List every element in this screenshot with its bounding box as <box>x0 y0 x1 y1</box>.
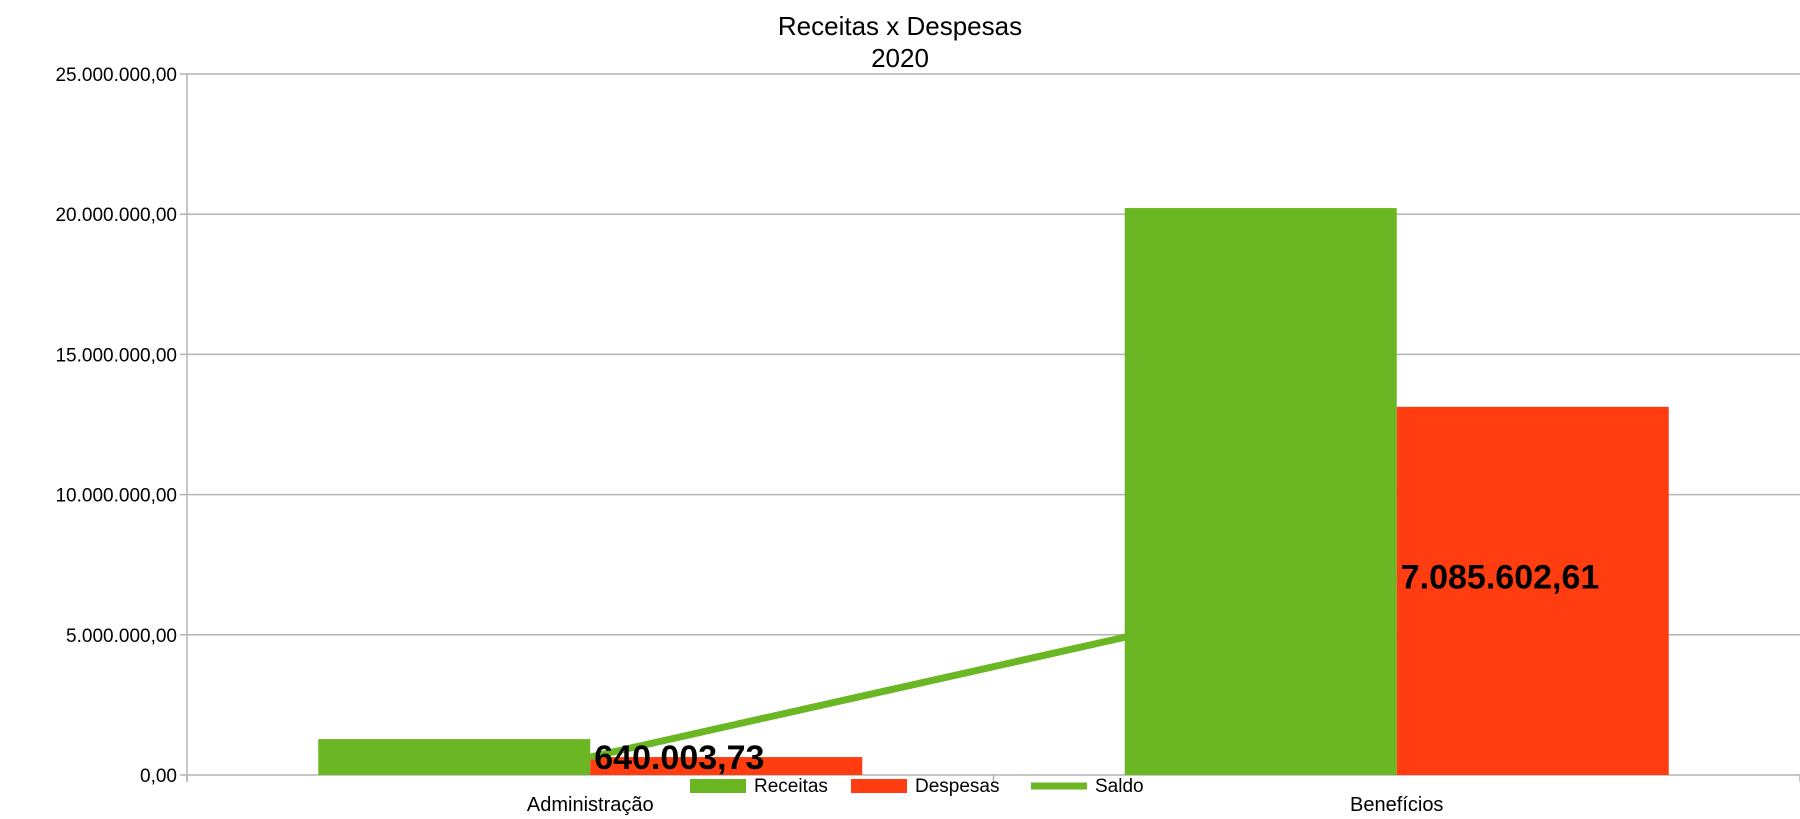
chart-title: Receitas x Despesas <box>778 11 1022 41</box>
legend-label-saldo[interactable]: Saldo <box>1095 776 1144 797</box>
saldo-data-label: 640.003,73 <box>594 739 764 777</box>
bar-receitas-2[interactable] <box>1124 208 1397 776</box>
x-axis-categories: Administração Benefícios <box>527 794 1444 816</box>
bars <box>318 208 1669 776</box>
x-category-label: Administração <box>527 794 654 816</box>
bar-despesas-1[interactable] <box>590 757 863 775</box>
data-labels: 640.003,73 7.085.602,61 <box>594 558 1599 777</box>
legend-swatch-despesas <box>851 779 907 793</box>
bar-receitas-1[interactable] <box>318 739 591 775</box>
x-category-label: Benefícios <box>1350 794 1443 816</box>
y-tick-label: 20.000.000,00 <box>55 205 177 226</box>
saldo-line[interactable] <box>589 572 1398 761</box>
y-tick-label: 10.000.000,00 <box>55 486 177 507</box>
legend-swatch-receitas <box>690 779 746 793</box>
y-tick-label: 15.000.000,00 <box>55 345 177 366</box>
y-tick-label: 0,00 <box>140 766 177 787</box>
saldo-data-label: 7.085.602,61 <box>1401 558 1600 596</box>
y-tick-label: 5.000.000,00 <box>66 626 177 647</box>
y-axis-ticks: 0,00 5.000.000,00 10.000.000,00 15.000.000,… <box>55 65 177 787</box>
saldo-line-layer <box>589 572 1398 761</box>
legend[interactable]: Receitas Despesas Saldo <box>690 776 1144 797</box>
chart-subtitle: 2020 <box>871 43 929 73</box>
y-tick-label: 25.000.000,00 <box>55 65 177 86</box>
bar-despesas-2[interactable] <box>1396 406 1669 775</box>
legend-label-despesas[interactable]: Despesas <box>915 776 1000 797</box>
legend-label-receitas[interactable]: Receitas <box>754 776 828 797</box>
